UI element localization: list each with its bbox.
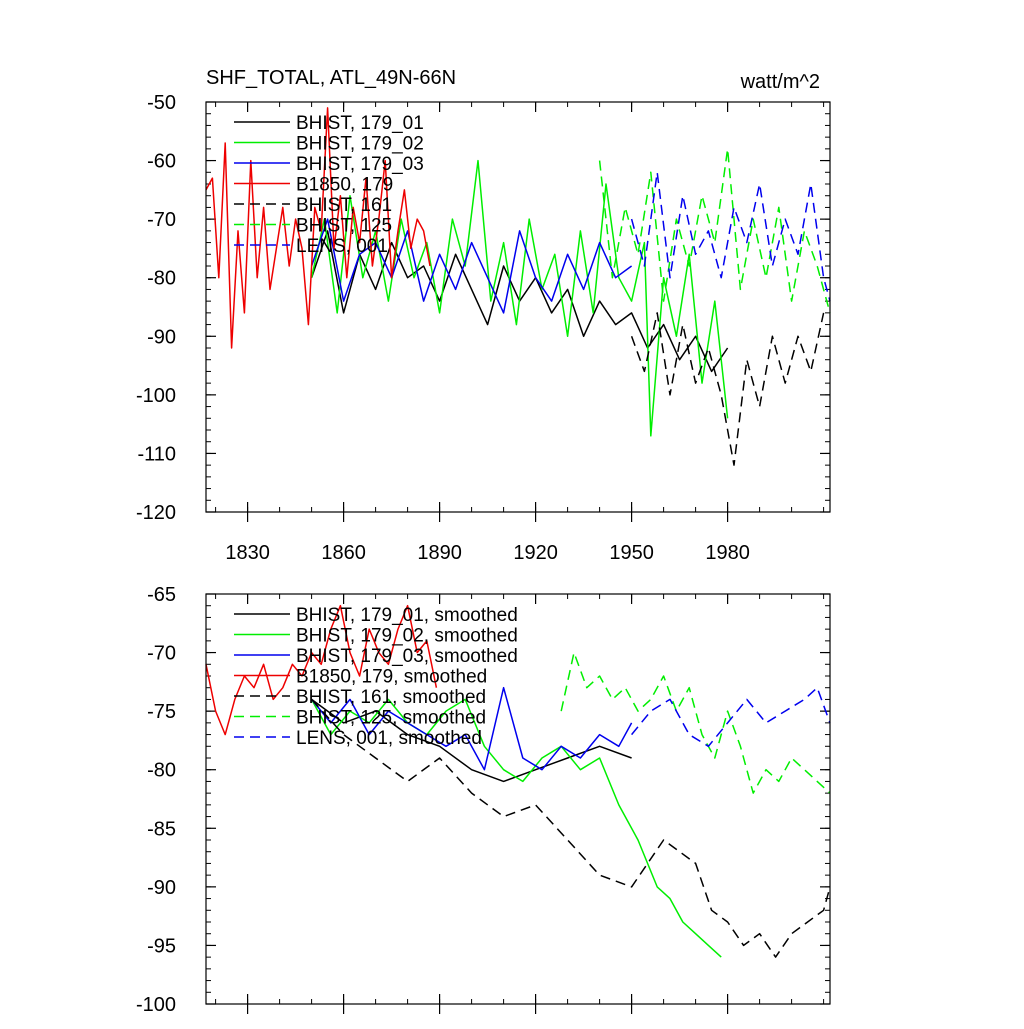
plot-frame <box>205 101 831 513</box>
top-panel: -50 -60 -70 -80 -90 -100 -110 -120 1830 1860 1890 1… <box>136 92 831 564</box>
series-line <box>560 651 831 794</box>
x-tick-label: 1950 <box>609 542 654 564</box>
legend-label: BHIST, 179_03 <box>296 154 424 175</box>
y-tick-label: -75 <box>147 701 176 723</box>
series-line <box>311 698 831 958</box>
legend-label: BHIST, 179_03, smoothed <box>296 646 518 667</box>
legend-label: BHIST, 161, smoothed <box>296 687 486 708</box>
legend-label: LENS, 001, smoothed <box>296 728 482 749</box>
series-line <box>630 312 825 466</box>
legend-label: B1850, 179, smoothed <box>296 667 487 688</box>
series-line <box>311 698 632 783</box>
y-tick-label: -95 <box>147 935 176 957</box>
y-tick-label: -100 <box>136 385 176 407</box>
units-label: watt/m^2 <box>740 71 820 93</box>
legend-label: BHIST, 179_01, smoothed <box>296 605 518 626</box>
y-tick-label: -110 <box>137 443 176 465</box>
y-tick-label: -70 <box>147 209 176 231</box>
legend-label: BHIST, 179_01 <box>296 113 424 134</box>
legend-label: B1850, 179 <box>296 175 393 196</box>
legend-label: BHIST, 179_02 <box>296 134 424 155</box>
y-tick-label: -90 <box>147 326 176 348</box>
legend-label: BHIST, 179_02, smoothed <box>296 626 518 647</box>
series-line <box>205 107 431 349</box>
series-line <box>630 171 831 302</box>
x-tick-label: 1980 <box>705 542 750 564</box>
plot-frame <box>205 593 831 1005</box>
y-tick-label: -100 <box>136 994 176 1016</box>
legend-label: BHIST, 125, smoothed <box>296 708 486 729</box>
y-tick-label: -120 <box>136 502 176 524</box>
legend-label: BHIST, 161 <box>296 195 392 216</box>
y-tick-label: -85 <box>147 818 176 840</box>
series-line <box>598 148 831 314</box>
y-tick-label: -50 <box>147 92 176 114</box>
series-line <box>310 159 729 437</box>
y-tick-label: -90 <box>147 877 176 899</box>
x-tick-label: 1920 <box>513 542 558 564</box>
legend-label: LENS, 001 <box>296 236 388 257</box>
series-line <box>310 218 633 314</box>
x-tick-label: 1830 <box>225 542 270 564</box>
bottom-panel: -65 -70 -75 -80 -85 -90 -95 -100 BHIST, 179_01, … <box>136 584 831 1016</box>
y-tick-label: -80 <box>147 760 176 782</box>
y-tick-label: -70 <box>147 643 176 665</box>
series-line <box>631 686 831 748</box>
x-tick-label: 1890 <box>417 542 462 564</box>
y-tick-label: -65 <box>147 584 176 606</box>
chart-title: SHF_TOTAL, ATL_49N-66N <box>206 67 456 89</box>
x-tick-label: 1860 <box>321 542 366 564</box>
series-line <box>310 698 722 958</box>
y-tick-label: -80 <box>147 268 176 290</box>
y-tick-label: -60 <box>147 151 176 173</box>
legend-label: BHIST, 125 <box>296 216 392 237</box>
series-line <box>311 686 633 771</box>
